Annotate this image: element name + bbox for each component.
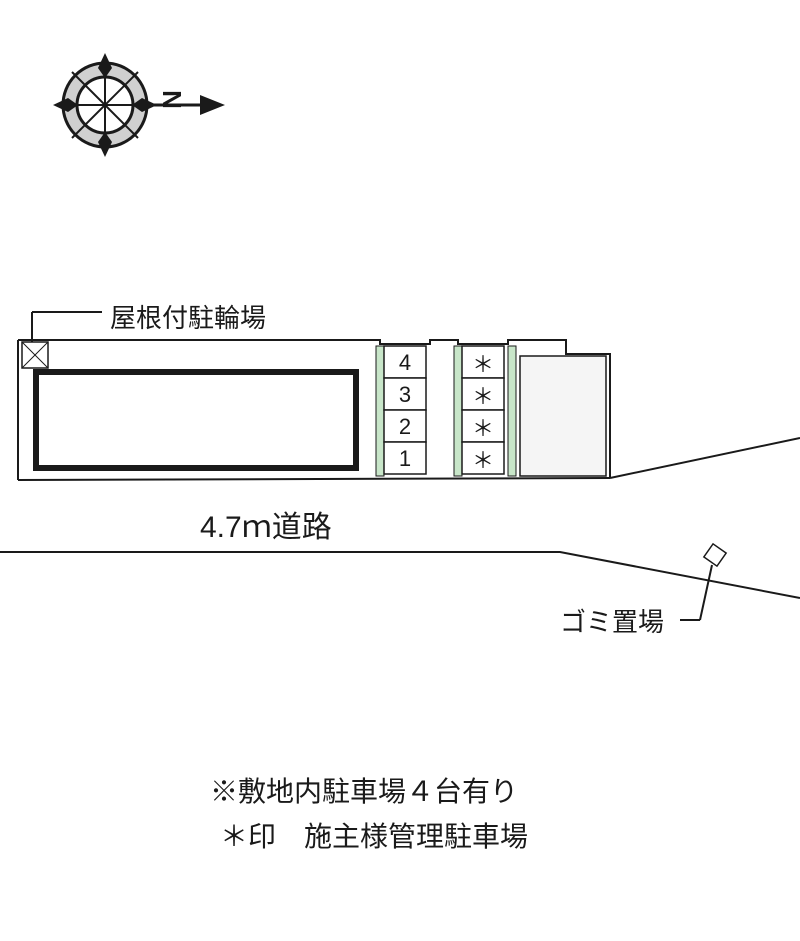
bike-parking-marker — [22, 342, 48, 368]
parking-starred: ＊ ＊ ＊ ＊ — [462, 346, 504, 474]
garbage-label: ゴミ置場 — [560, 602, 664, 639]
compass-north-label: N — [156, 90, 187, 109]
road-label: 4.7ｍ道路 — [200, 502, 332, 546]
compass-icon — [53, 53, 225, 157]
svg-text:＊: ＊ — [472, 352, 494, 377]
right-block — [520, 356, 606, 476]
green-strip-3 — [508, 346, 516, 476]
svg-text:1: 1 — [399, 446, 411, 471]
bike-parking-label: 屋根付駐輪場 — [110, 298, 266, 335]
green-strip-1 — [376, 346, 384, 476]
svg-text:＊: ＊ — [472, 416, 494, 441]
parking-numbered: 4 3 2 1 — [384, 346, 426, 474]
svg-text:3: 3 — [399, 382, 411, 407]
note-line-1: ※敷地内駐車場４台有り — [210, 770, 518, 810]
building — [36, 372, 356, 468]
green-strip-2 — [454, 346, 462, 476]
svg-text:2: 2 — [399, 414, 411, 439]
bike-parking-leader — [32, 312, 102, 342]
svg-text:4: 4 — [399, 350, 411, 375]
svg-text:＊: ＊ — [472, 384, 494, 409]
note-line-2: ＊印 施主様管理駐車場 — [220, 815, 528, 855]
svg-text:＊: ＊ — [472, 448, 494, 473]
